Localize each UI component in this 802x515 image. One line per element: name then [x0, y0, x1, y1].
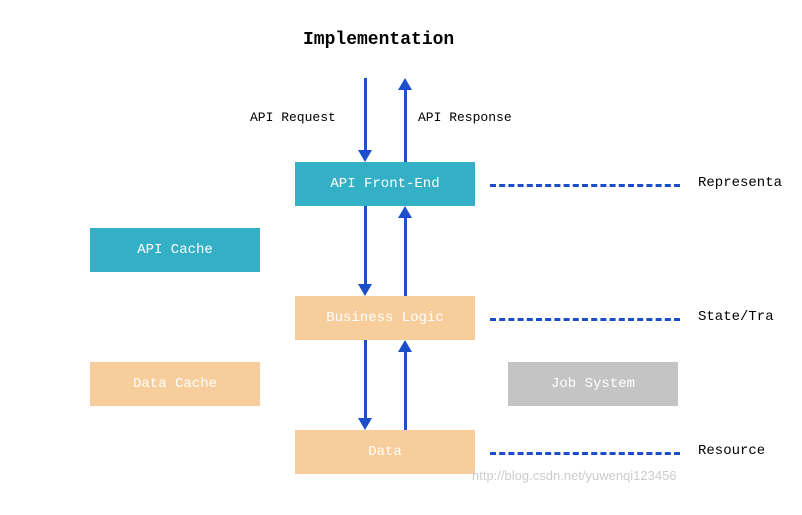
watermark-text: http://blog.csdn.net/yuwenqi123456 — [472, 468, 677, 483]
box-job-system-label: Job System — [551, 376, 635, 392]
box-job-system: Job System — [508, 362, 678, 406]
arrow-down-0 — [364, 78, 367, 150]
layer-label-0: Representa — [698, 175, 782, 191]
box-api-cache-label: API Cache — [137, 242, 213, 258]
layer-label-2: Resource — [698, 443, 765, 459]
arrow-up-head-2 — [398, 340, 412, 352]
arrow-label-request: API Request — [250, 110, 336, 125]
arrow-down-head-0 — [358, 150, 372, 162]
dashed-line-0 — [490, 184, 680, 187]
box-data-label: Data — [368, 444, 402, 460]
arrow-up-1 — [404, 218, 407, 296]
arrow-up-0 — [404, 90, 407, 162]
arrow-up-head-1 — [398, 206, 412, 218]
layer-label-1: State/Tra — [698, 309, 774, 325]
box-data-cache-label: Data Cache — [133, 376, 217, 392]
dashed-line-2 — [490, 452, 680, 455]
dashed-line-1 — [490, 318, 680, 321]
box-api-frontend: API Front-End — [295, 162, 475, 206]
box-data-cache: Data Cache — [90, 362, 260, 406]
arrow-up-head-0 — [398, 78, 412, 90]
box-business-logic-label: Business Logic — [326, 310, 444, 326]
arrow-down-head-2 — [358, 418, 372, 430]
box-business-logic: Business Logic — [295, 296, 475, 340]
arrow-label-response: API Response — [418, 110, 512, 125]
arrow-down-1 — [364, 206, 367, 284]
box-api-cache: API Cache — [90, 228, 260, 272]
box-api-frontend-label: API Front-End — [330, 176, 439, 192]
diagram-title: Implementation — [303, 30, 454, 50]
arrow-up-2 — [404, 352, 407, 430]
arrow-down-2 — [364, 340, 367, 418]
box-data: Data — [295, 430, 475, 474]
arrow-down-head-1 — [358, 284, 372, 296]
